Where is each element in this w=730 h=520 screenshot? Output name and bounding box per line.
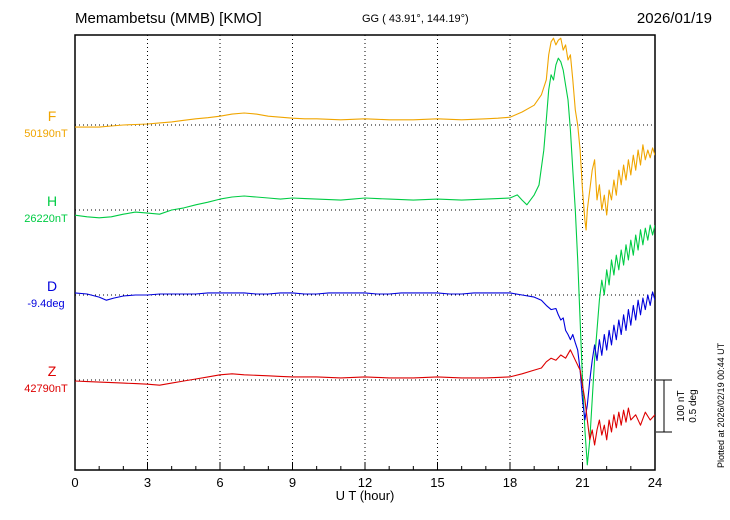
series-baseline-h: 26220nT	[24, 213, 68, 225]
trace-H	[75, 57, 655, 466]
gg-coordinates: GG ( 43.91°, 144.19°)	[362, 13, 469, 25]
x-tick-label-12: 12	[358, 475, 372, 490]
series-baseline-d: -9.4deg	[27, 298, 64, 310]
trace-F	[75, 37, 655, 231]
x-tick-label-3: 3	[144, 475, 151, 490]
scale-bar-label-deg: 0.5 deg	[688, 389, 699, 422]
trace-Z	[75, 349, 655, 446]
traces-layer	[75, 37, 655, 466]
x-tick-label-15: 15	[430, 475, 444, 490]
series-label-z: Z	[48, 363, 57, 379]
scale-bar-label-nt: 100 nT	[676, 390, 687, 421]
scale-bar: 100 nT 0.5 deg	[656, 379, 699, 433]
x-tick-label-18: 18	[503, 475, 517, 490]
x-tick-label-21: 21	[575, 475, 589, 490]
x-axis: 0 3 6 9 12 15 18 21 24	[71, 462, 662, 490]
series-label-f: F	[48, 108, 57, 124]
series-baseline-z: 42790nT	[24, 383, 68, 395]
x-axis-title: U T (hour)	[336, 488, 395, 503]
x-tick-label-0: 0	[71, 475, 78, 490]
trace-D	[75, 291, 655, 421]
series-baseline-f: 50190nT	[24, 128, 68, 140]
x-tick-label-9: 9	[289, 475, 296, 490]
plot-date: 2026/01/19	[637, 10, 712, 27]
series-label-h: H	[47, 193, 57, 209]
station-title: Memambetsu (MMB) [KMO]	[75, 10, 262, 27]
x-tick-label-6: 6	[216, 475, 223, 490]
plot-timestamp: Plotted at 2026/02/19 00:44 UT	[716, 342, 726, 468]
x-tick-label-24: 24	[648, 475, 662, 490]
series-label-d: D	[47, 278, 57, 294]
